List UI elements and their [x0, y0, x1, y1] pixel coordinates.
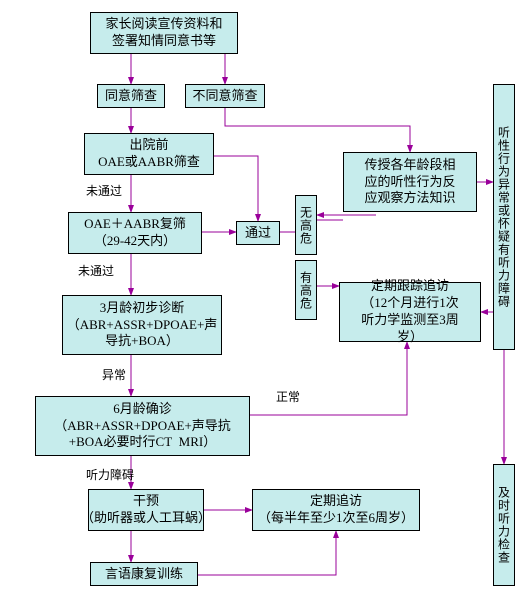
arrow-14	[250, 342, 407, 415]
node-n10: 3月龄初步诊断 （ABR+ASSR+DPOAE+声 导抗+BOA）	[62, 295, 222, 355]
node-n12: 6月龄确诊 （ABR+ASSR+DPOAE+声导抗 +BOA必要时行CT MRI…	[35, 396, 250, 456]
arrow-5	[214, 156, 258, 221]
arrow-3	[225, 108, 410, 152]
node-n15: 言语康复训练	[90, 562, 198, 586]
node-n6: 通过	[236, 221, 280, 245]
node-n5: OAE＋AABR复筛 （29-42天内）	[68, 212, 202, 254]
node-n17: 及时听力检查	[493, 464, 515, 586]
label-l1: 未通过	[86, 182, 122, 199]
node-n13: 干预 （助听器或人工耳蜗）	[88, 489, 204, 531]
label-l4: 听力障碍	[86, 466, 134, 483]
node-n8: 有高危	[295, 260, 317, 320]
label-l3: 异常	[102, 366, 126, 383]
node-n1: 家长阅读宣传资料和 签署知情同意书等	[90, 12, 238, 54]
node-n3: 不同意筛查	[185, 84, 265, 108]
node-n16: 听性行为异常或怀疑有听力障碍	[493, 84, 515, 350]
node-n11: 定期跟踪追访 （12个月进行1次 听力学监测至3周 岁）	[339, 282, 481, 342]
label-l2: 未通过	[78, 262, 114, 279]
node-n2: 同意筛查	[97, 84, 165, 108]
node-n4: 出院前 OAE或AABR筛查	[84, 133, 214, 175]
arrow-17	[198, 531, 336, 575]
node-n7: 无高危	[295, 195, 317, 255]
node-n14: 定期追访 （每半年至少1次至6周岁）	[252, 489, 420, 531]
node-n9: 传授各年龄段相 应的听性行为反 应观察方法知识	[343, 152, 477, 212]
label-l5: 正常	[276, 388, 300, 405]
